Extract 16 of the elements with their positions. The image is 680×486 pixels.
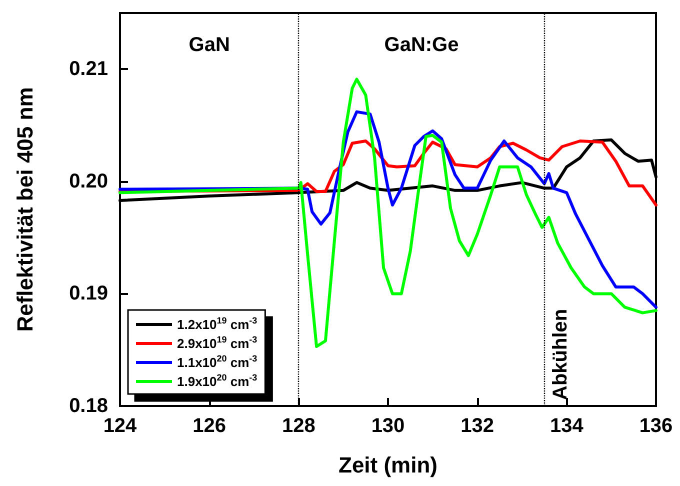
x-axis-title: Zeit (min) — [338, 452, 438, 478]
y-tick-label: 0.18 — [69, 395, 108, 417]
x-tick-label: 132 — [460, 415, 494, 437]
annotation: Abkühlen — [549, 308, 572, 400]
x-tick-label: 136 — [639, 415, 673, 437]
y-axis-title: Reflektivität bei 405 nm — [12, 87, 38, 332]
x-tick-label: 128 — [282, 415, 316, 437]
x-tick-label: 124 — [103, 415, 138, 437]
y-tick-label: 0.19 — [69, 282, 108, 305]
y-tick-label: 0.20 — [69, 170, 108, 192]
y-tick-label: 0.21 — [69, 58, 108, 80]
x-tick-label: 134 — [550, 415, 584, 437]
x-tick-label: 130 — [371, 415, 405, 437]
x-tick-label: 126 — [192, 415, 226, 437]
annotation: GaN — [188, 34, 230, 56]
annotation: GaN:Ge — [384, 34, 459, 56]
